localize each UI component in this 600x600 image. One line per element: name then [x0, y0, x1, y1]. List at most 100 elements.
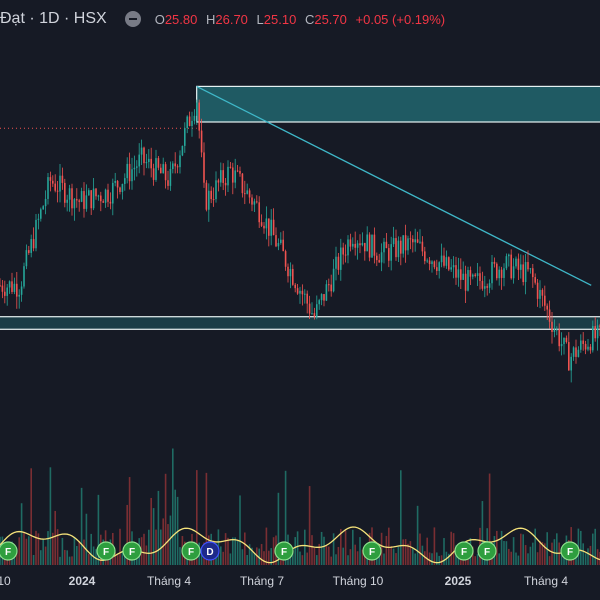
candle	[133, 167, 136, 170]
volume-bar	[337, 547, 340, 565]
candle	[164, 164, 167, 181]
candle	[400, 240, 402, 254]
time-axis[interactable]: 10 2024 Tháng 4 Tháng 7 Tháng 10 2025 Tháng 4	[0, 574, 568, 588]
volume-bar	[172, 448, 174, 565]
earnings-flag[interactable]: F	[0, 541, 18, 561]
candle	[282, 239, 284, 252]
volume-bar	[472, 546, 474, 565]
candle	[95, 188, 97, 197]
volume-bar	[18, 537, 20, 565]
volume-bar	[313, 547, 316, 565]
candle	[479, 273, 481, 281]
volume-bar	[169, 515, 172, 565]
candle	[256, 201, 258, 203]
candle	[524, 262, 527, 283]
candle	[529, 268, 532, 270]
candle	[248, 190, 251, 198]
earnings-flag[interactable]: F	[122, 541, 142, 561]
volume-bar	[448, 553, 450, 565]
candle	[54, 183, 56, 191]
volume-bar	[390, 546, 392, 565]
volume-bar	[496, 530, 498, 565]
candle	[234, 170, 236, 183]
candle	[152, 168, 155, 180]
candle	[18, 294, 20, 297]
volume-bar	[80, 487, 83, 565]
volume-bar	[114, 552, 116, 565]
volume-bar	[174, 489, 176, 565]
candle	[488, 283, 491, 288]
candle	[184, 128, 186, 146]
candle	[455, 265, 457, 278]
high-value: 26.70	[215, 11, 248, 27]
earnings-flag[interactable]: F	[362, 541, 382, 561]
candle	[236, 170, 239, 172]
candle	[344, 254, 347, 256]
earnings-flag[interactable]: F	[477, 541, 497, 561]
symbol-title[interactable]: Đạt · 1D · HSX	[0, 10, 107, 27]
flag-badge	[362, 541, 382, 561]
candle	[520, 264, 522, 270]
candle	[575, 347, 577, 357]
volume-bar	[330, 556, 332, 565]
volume-bar	[20, 503, 23, 565]
candle	[467, 270, 469, 291]
candle	[464, 273, 467, 291]
candle	[361, 242, 364, 246]
volume-bar	[222, 551, 224, 565]
candle	[440, 255, 443, 263]
earnings-flag[interactable]: F	[454, 541, 474, 561]
candle	[265, 218, 268, 229]
candle	[496, 263, 498, 279]
earnings-flag[interactable]: F	[274, 541, 294, 561]
candle	[352, 243, 354, 247]
volume-bar	[349, 549, 352, 565]
volume-bar	[299, 551, 301, 565]
volume-bar	[13, 556, 16, 565]
flag-badge	[122, 541, 142, 561]
candle	[378, 260, 380, 263]
volume-bar	[227, 537, 229, 565]
candle	[484, 286, 486, 289]
volume-bar	[532, 542, 534, 565]
candle	[388, 248, 390, 261]
flag-badge	[560, 541, 580, 561]
candle	[37, 218, 40, 220]
candle	[155, 158, 157, 180]
earnings-flag[interactable]: F	[560, 541, 580, 561]
candle	[493, 261, 496, 264]
candle	[186, 116, 188, 129]
volume-bar	[251, 547, 253, 565]
dividend-flag[interactable]: D	[200, 541, 220, 561]
candle	[340, 247, 342, 270]
volume-bar	[594, 528, 596, 565]
volume-bar	[179, 547, 181, 565]
candle	[500, 269, 503, 278]
candle	[52, 180, 54, 184]
candle	[472, 274, 474, 277]
candle	[196, 102, 198, 116]
candle	[97, 195, 100, 197]
candle	[287, 266, 289, 277]
volume-bar	[340, 528, 342, 565]
volume-bar	[59, 556, 61, 565]
candle	[280, 239, 282, 243]
candle	[35, 219, 37, 249]
candle	[359, 243, 361, 246]
candle	[92, 188, 95, 209]
volume-bar	[64, 549, 66, 565]
candle	[227, 166, 229, 186]
candle	[416, 239, 419, 243]
volume-bar	[397, 546, 400, 565]
earnings-flag[interactable]: F	[96, 541, 116, 561]
earnings-flag[interactable]: F	[181, 541, 201, 561]
flag-badge	[200, 541, 220, 561]
candle	[239, 171, 241, 174]
candle	[73, 199, 76, 209]
hide-icon[interactable]	[124, 11, 141, 27]
candle	[208, 190, 210, 210]
candle	[556, 329, 558, 331]
candle	[546, 305, 548, 310]
